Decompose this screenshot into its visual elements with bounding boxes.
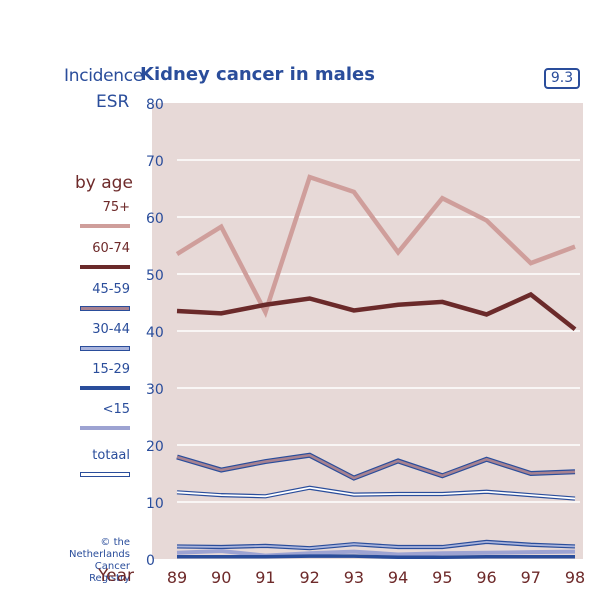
series-line-4559-inner bbox=[176, 453, 576, 480]
series-line-6074 bbox=[176, 291, 577, 332]
legend-swatch-6 bbox=[80, 472, 130, 477]
chart-title: Kidney cancer in males bbox=[140, 64, 375, 85]
y-tick-label: 80 bbox=[146, 97, 164, 113]
series-line-75 bbox=[175, 174, 576, 318]
copyright-note: © the Netherlands Cancer Registry bbox=[60, 537, 130, 585]
x-tick-label: 91 bbox=[255, 568, 275, 587]
incidence-label: Incidence bbox=[64, 66, 143, 86]
legend-label-2: 45-59 bbox=[92, 282, 130, 297]
legend-label-1: 60-74 bbox=[92, 241, 130, 256]
legend-swatch-0 bbox=[80, 224, 130, 228]
y-tick-label: 50 bbox=[146, 268, 164, 284]
legend-label-6: totaal bbox=[92, 448, 130, 463]
y-tick-label: 70 bbox=[146, 154, 164, 170]
series-line-15 bbox=[176, 549, 576, 558]
legend-swatch-3 bbox=[80, 346, 130, 351]
y-tick-label: 10 bbox=[146, 496, 164, 512]
legend-swatch-1 bbox=[80, 265, 130, 269]
x-tick-label: 96 bbox=[476, 568, 496, 587]
x-tick-label: 94 bbox=[388, 568, 408, 587]
x-tick-label: 92 bbox=[299, 568, 319, 587]
y-tick-label: 0 bbox=[146, 553, 155, 569]
copyright-line-1: © the Netherlands bbox=[69, 537, 130, 560]
x-axis-label: Year bbox=[98, 566, 134, 586]
x-tick-label: 95 bbox=[432, 568, 452, 587]
x-tick-label: 89 bbox=[167, 568, 187, 587]
legend-label-0: 75+ bbox=[102, 200, 130, 215]
x-tick-label: 98 bbox=[565, 568, 585, 587]
series-line-totaal-inner bbox=[176, 486, 576, 500]
x-tick-label: 97 bbox=[521, 568, 541, 587]
legend-label-5: <15 bbox=[102, 402, 130, 417]
legend-swatch-2 bbox=[80, 306, 130, 311]
legend-swatch-5 bbox=[80, 426, 130, 430]
x-tick-label: 93 bbox=[344, 568, 364, 587]
legend-label-3: 30-44 bbox=[92, 322, 130, 337]
y-tick-label: 40 bbox=[146, 325, 164, 341]
figure-number-badge: 9.3 bbox=[544, 68, 580, 89]
series-line-3044-inner bbox=[176, 540, 576, 550]
legend-label-4: 15-29 bbox=[92, 362, 130, 377]
copyright-line-2: Cancer Registry bbox=[89, 561, 130, 584]
legend-swatch-4 bbox=[80, 386, 130, 390]
series-line-1529 bbox=[177, 554, 575, 560]
x-tick-label: 90 bbox=[211, 568, 231, 587]
y-tick-label: 30 bbox=[146, 382, 164, 398]
y-tick-label: 20 bbox=[146, 439, 164, 455]
y-tick-label: 60 bbox=[146, 211, 164, 227]
legend-title: by age bbox=[75, 173, 133, 193]
y-axis-label: ESR bbox=[96, 92, 130, 112]
